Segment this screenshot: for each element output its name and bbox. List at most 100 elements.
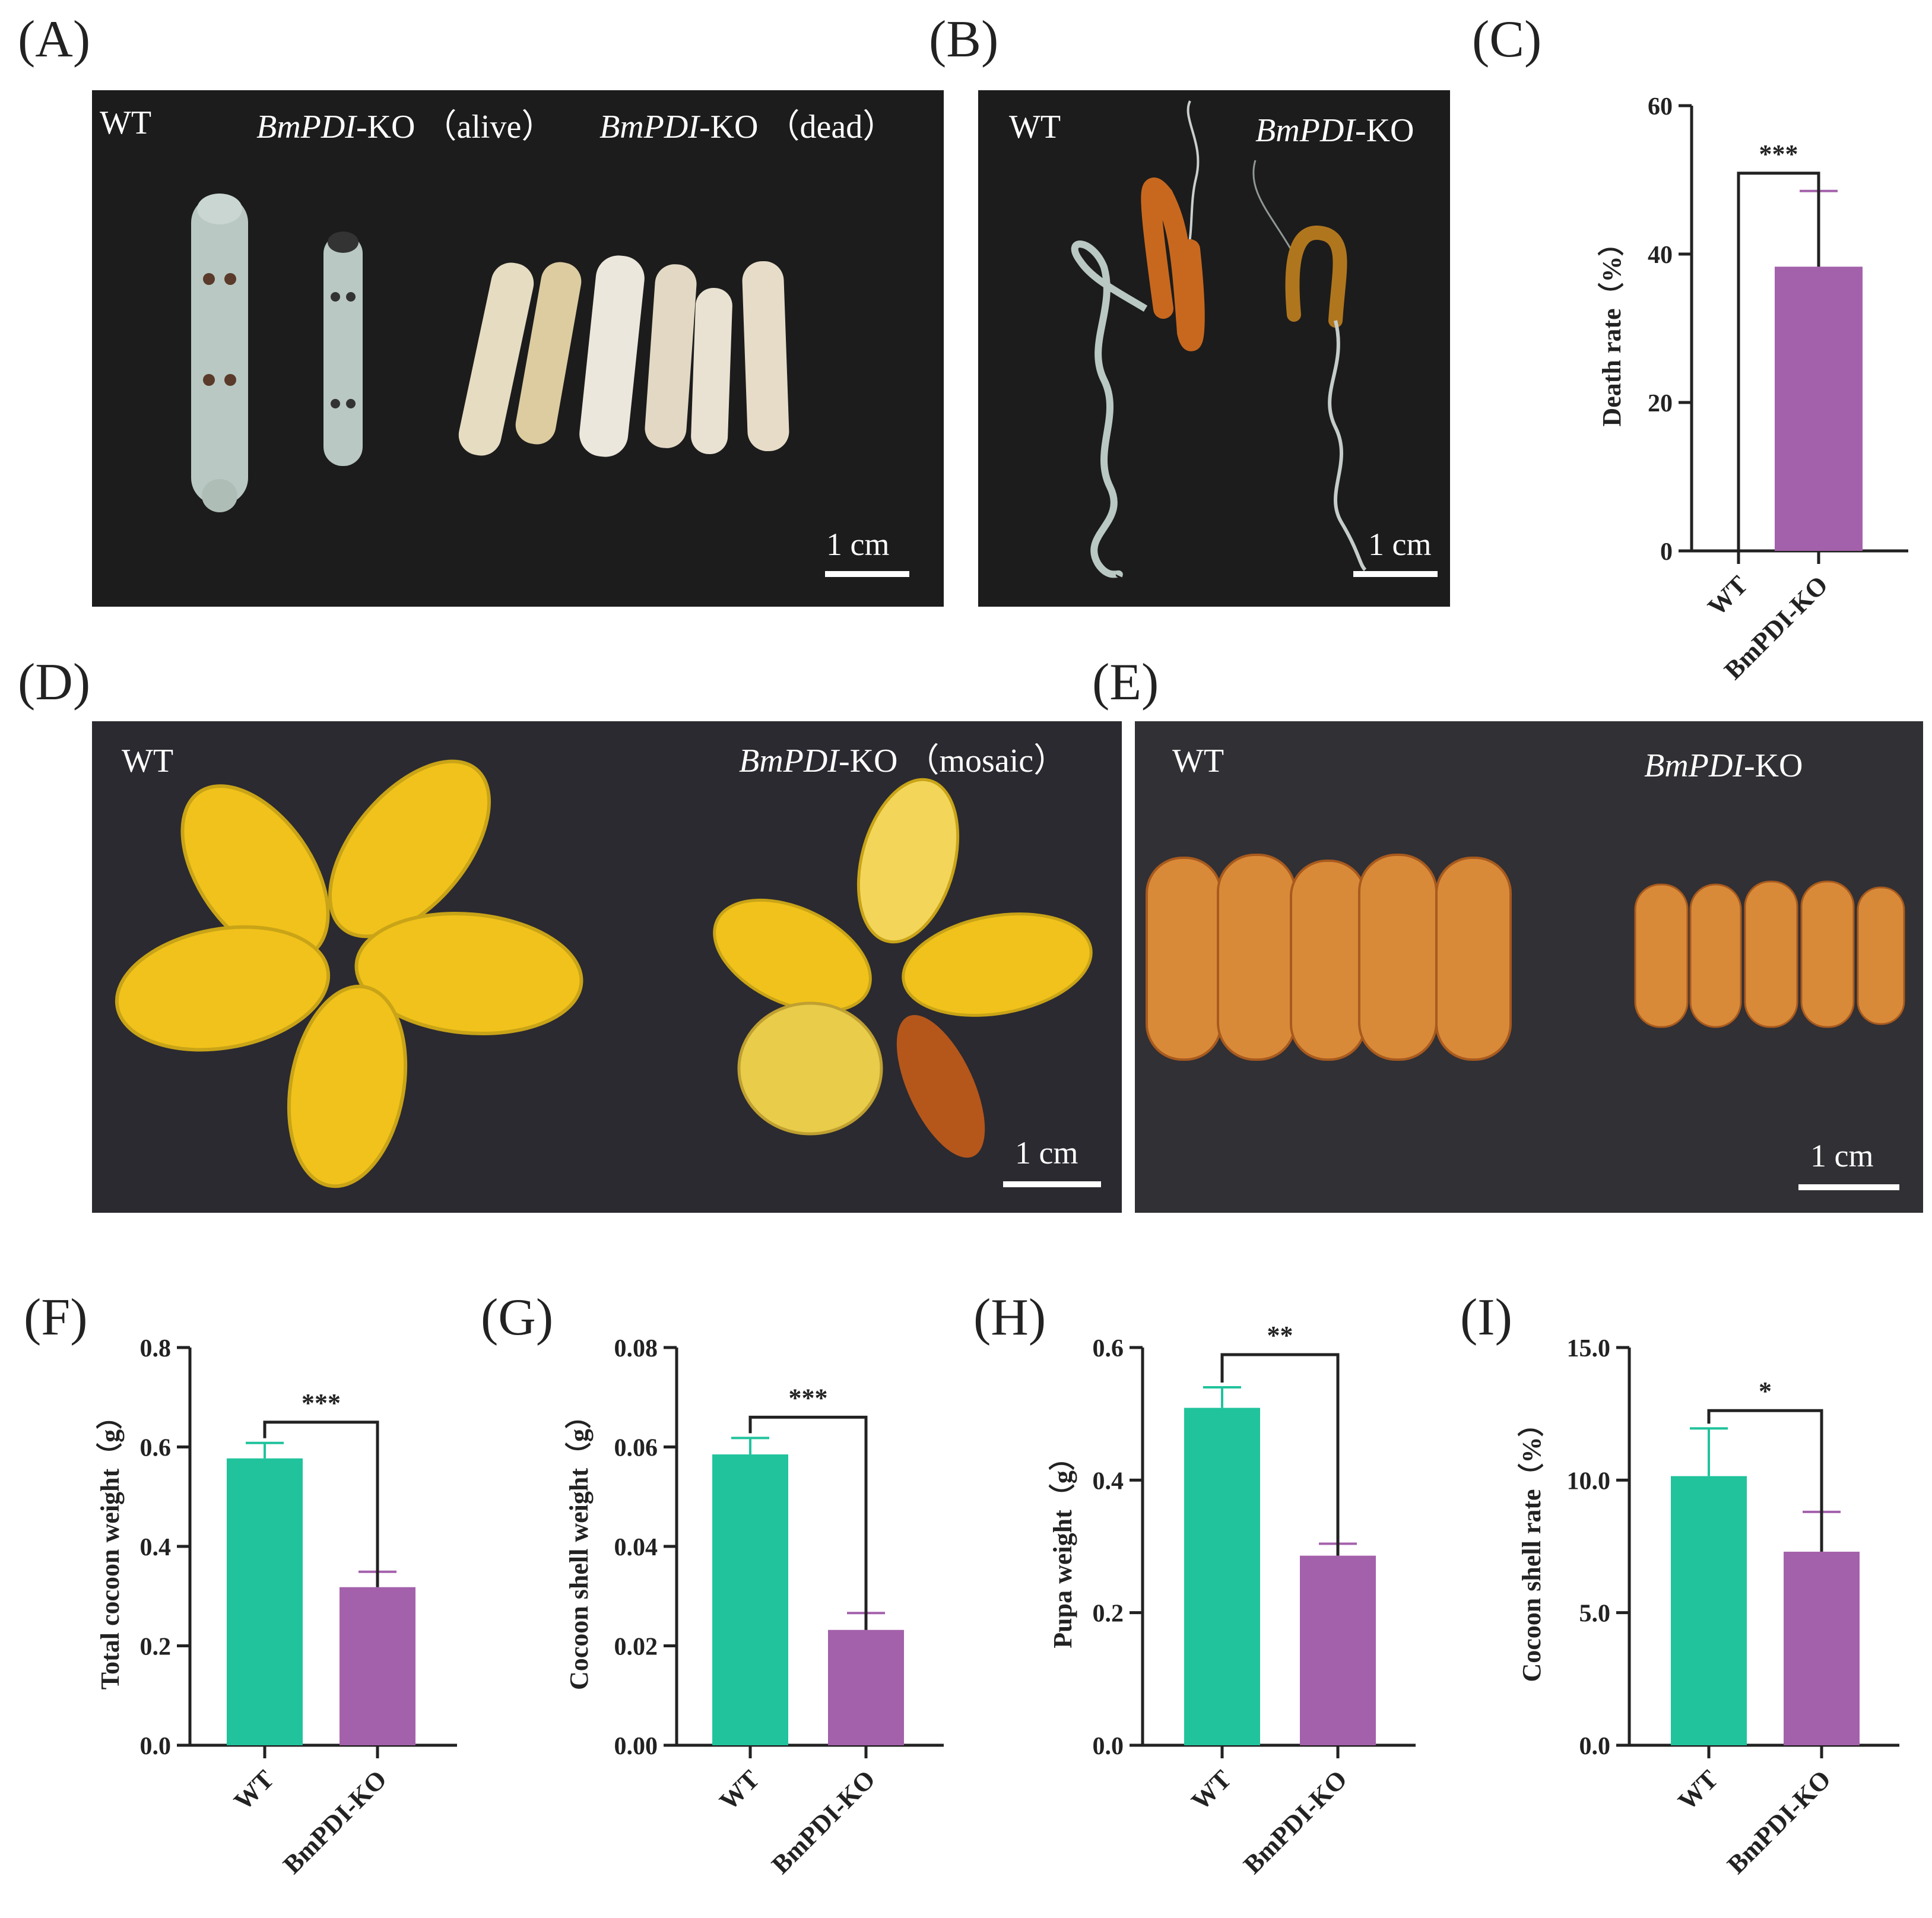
y-tick-label: 0.02 (614, 1634, 658, 1661)
scale-bar-e (1798, 1184, 1899, 1190)
scale-label-b: 1 cm (1368, 527, 1431, 562)
panel-label-h: (H) (973, 1289, 1046, 1346)
ko-silk-gland (1252, 160, 1367, 572)
label-b-ko: BmPDI-KO (1255, 112, 1414, 149)
ko-pupae (1634, 880, 1905, 1028)
label-a-ko-alive: BmPDI-KO （alive） (256, 109, 554, 145)
bar-ko (1775, 267, 1863, 551)
chart-cocoon-shell-weight: 0.00 0.02 0.04 0.06 0.08 Cocoon shell weight（… (564, 1335, 944, 1879)
wt-cocoons (115, 759, 583, 1188)
y-axis-label: Death rate（%） (1597, 230, 1626, 426)
category-label-wt: WT (714, 1764, 766, 1816)
wt-larva (191, 194, 248, 512)
photo-panel-a: WT BmPDI-KO （alive） BmPDI-KO （dead） 1 cm (92, 90, 944, 607)
y-axis-label: Cocoon shell weight（g） (564, 1403, 594, 1690)
y-tick-label: 0.04 (614, 1534, 658, 1561)
panel-label-a: (A) (18, 11, 90, 68)
panel-label-c: (C) (1472, 11, 1541, 68)
scale-label-d: 1 cm (1015, 1135, 1078, 1171)
y-tick-label: 0.6 (1093, 1335, 1124, 1362)
y-tick-label: 0.2 (140, 1634, 172, 1661)
scale-bar-a (825, 571, 909, 577)
panel-label-b: (B) (929, 11, 998, 68)
y-tick-label: 0.0 (1093, 1733, 1124, 1760)
bar-wt (712, 1454, 788, 1745)
bar-ko (1784, 1551, 1860, 1745)
panel-label-i: (I) (1460, 1289, 1512, 1346)
significance-stars: ** (1267, 1321, 1293, 1350)
photo-panel-b: WT BmPDI-KO 1 cm (978, 90, 1450, 607)
label-a-wt: WT (100, 104, 151, 141)
significance-bracket (1737, 172, 1820, 551)
y-tick-label: 0.4 (140, 1534, 172, 1561)
significance-bracket (1707, 1409, 1823, 1552)
category-label-wt: WT (229, 1764, 280, 1816)
ko-alive-larva (323, 232, 363, 466)
significance-stars: *** (789, 1383, 828, 1412)
bar-wt (1184, 1407, 1260, 1745)
y-tick-label: 5.0 (1579, 1600, 1611, 1628)
bar-ko (828, 1629, 904, 1745)
y-tick-label: 0.6 (140, 1435, 172, 1462)
label-e-wt: WT (1172, 743, 1224, 779)
significance-stars: *** (302, 1388, 341, 1418)
panel-label-d: (D) (18, 654, 90, 711)
significance-stars: * (1759, 1377, 1772, 1406)
wt-pupae (1146, 854, 1512, 1061)
wt-silk-gland (1071, 100, 1205, 578)
y-tick-label: 0 (1660, 538, 1673, 566)
category-label-wt: WT (1673, 1764, 1724, 1816)
bar-wt (227, 1458, 303, 1745)
bar-wt (1671, 1476, 1747, 1745)
scale-label-a: 1 cm (826, 527, 889, 562)
panel-label-e: (E) (1092, 654, 1159, 711)
photo-panel-d: WT BmPDI-KO （mosaic） 1 cm (92, 721, 1122, 1213)
scale-bar-d (1003, 1181, 1101, 1187)
label-b-wt: WT (1009, 109, 1061, 145)
category-label-ko: BmPDI-KO (1238, 1764, 1353, 1879)
category-label-ko: BmPDI-KO (766, 1764, 881, 1879)
category-label-ko: BmPDI-KO (277, 1764, 392, 1879)
y-tick-label: 15.0 (1567, 1335, 1611, 1362)
ko-cocoons (713, 778, 1093, 1158)
category-label-wt: WT (1186, 1764, 1238, 1816)
panel-label-g: (G) (481, 1289, 553, 1346)
panel-label-f: (F) (24, 1289, 88, 1346)
bar-ko (340, 1587, 415, 1745)
y-tick-label: 0.06 (614, 1435, 658, 1462)
y-axis-label: Total cocoon weight（g） (96, 1403, 125, 1689)
label-d-wt: WT (122, 743, 173, 779)
significance-bracket (748, 1415, 868, 1630)
photo-panel-e: WT BmPDI-KO 1 cm (1135, 721, 1923, 1213)
y-tick-label: 0.2 (1093, 1600, 1124, 1628)
y-tick-label: 0.8 (140, 1335, 172, 1362)
category-label-ko: BmPDI-KO (1721, 1764, 1836, 1879)
label-a-ko-dead: BmPDI-KO （dead） (599, 109, 896, 145)
y-tick-label: 0.0 (140, 1733, 172, 1760)
chart-total-cocoon-weight: 0.0 0.2 0.4 0.6 0.8 Total cocoon weight（g） WTB… (96, 1335, 457, 1879)
chart-cocoon-shell-rate: 0.0 5.0 10.0 15.0 Cocoon shell rate（%） WTBmPD… (1517, 1335, 1899, 1879)
y-tick-label: 0.4 (1093, 1467, 1124, 1495)
y-tick-label: 40 (1648, 242, 1673, 269)
y-tick-label: 0.00 (614, 1733, 658, 1760)
significance-stars: *** (1759, 140, 1798, 169)
y-tick-label: 60 (1648, 93, 1673, 121)
scale-bar-b (1353, 571, 1438, 577)
category-label-wt: WT (1702, 570, 1754, 622)
y-tick-label: 10.0 (1567, 1467, 1611, 1495)
label-d-ko: BmPDI-KO （mosaic） (739, 743, 1067, 779)
bar-ko (1300, 1555, 1376, 1745)
significance-bracket (263, 1421, 379, 1587)
y-axis-label: Pupa weight（g） (1048, 1444, 1077, 1648)
scale-label-e: 1 cm (1810, 1138, 1873, 1174)
significance-bracket (1220, 1353, 1340, 1556)
y-tick-label: 0.08 (614, 1335, 658, 1362)
ko-dead-larvae (458, 255, 789, 457)
y-tick-label: 20 (1648, 390, 1673, 417)
y-tick-label: 0.0 (1579, 1733, 1611, 1760)
y-axis-label: Cocoon shell rate（%） (1517, 1410, 1546, 1682)
label-e-ko: BmPDI-KO (1644, 747, 1803, 784)
chart-pupa-weight: 0.0 0.2 0.4 0.6 Pupa weight（g） WT BmPDI-KO ** (1048, 1321, 1416, 1879)
